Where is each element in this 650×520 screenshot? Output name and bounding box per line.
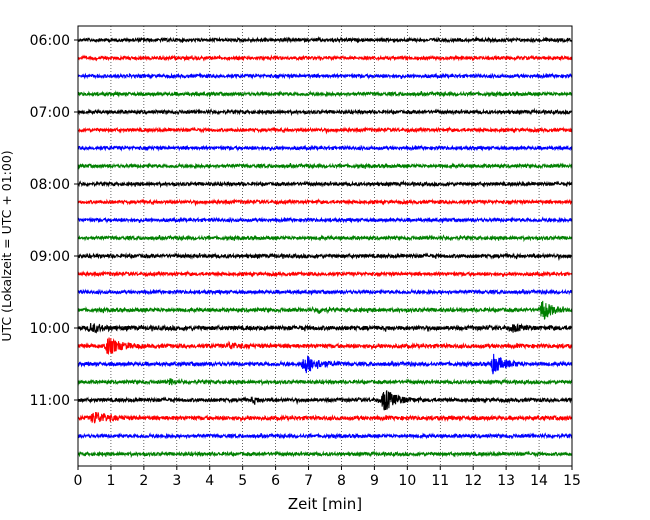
x-tick-label: 0 <box>74 473 83 489</box>
trace-line-0645 <box>77 90 573 98</box>
trace-line-0845 <box>77 234 573 243</box>
x-tick-label: 7 <box>304 473 313 489</box>
x-tick-label: 1 <box>106 473 115 489</box>
x-tick-label: 2 <box>139 473 148 489</box>
trace-line-1130 <box>77 432 573 440</box>
trace-line-0900 <box>77 252 573 262</box>
trace-line-0715 <box>77 126 573 135</box>
x-tick-label: 8 <box>337 473 346 489</box>
trace-line-0745 <box>77 162 573 170</box>
y-axis-label: UTC (Lokalzeit = UTC + 01:00) <box>0 150 14 341</box>
trace-line-0730 <box>77 144 573 152</box>
x-tick-label: 15 <box>563 473 581 489</box>
y-tick-label: 10:00 <box>30 321 70 337</box>
x-axis-label: Zeit [min] <box>288 495 362 513</box>
x-tick-label: 3 <box>172 473 181 489</box>
x-tick-label: 11 <box>431 473 449 489</box>
y-tick-label: 06:00 <box>30 33 70 49</box>
trace-line-1015 <box>77 337 573 355</box>
x-tick-label: 14 <box>530 473 548 489</box>
trace-line-0830 <box>77 216 573 224</box>
trace-line-1115 <box>77 411 573 424</box>
trace-line-0630 <box>77 72 573 80</box>
x-axis-ticks: 0 1 2 3 4 5 6 7 8 9 10 11 12 13 14 15 <box>74 466 581 489</box>
y-tick-label: 09:00 <box>30 249 70 265</box>
plot-area <box>78 26 572 466</box>
trace-line-0615 <box>77 54 573 62</box>
y-tick-label: 07:00 <box>30 105 70 121</box>
x-tick-label: 12 <box>464 473 482 489</box>
x-tick-label: 13 <box>497 473 515 489</box>
x-tick-label: 9 <box>370 473 379 489</box>
y-tick-label: 08:00 <box>30 177 70 193</box>
y-axis-ticks: 06:00 07:00 08:00 09:00 10:00 11:00 <box>30 33 78 409</box>
trace-line-0915 <box>77 270 573 278</box>
y-tick-label: 11:00 <box>30 393 70 409</box>
x-tick-label: 4 <box>205 473 214 489</box>
trace-group <box>77 35 573 459</box>
trace-line-0930 <box>77 288 573 296</box>
trace-line-0800 <box>77 179 573 189</box>
trace-line-1145 <box>77 449 573 459</box>
trace-line-1100 <box>77 390 573 411</box>
trace-line-1000 <box>77 322 573 334</box>
trace-line-1045 <box>77 377 573 387</box>
trace-line-1030 <box>77 353 573 375</box>
trace-line-0945 <box>77 300 573 320</box>
x-tick-label: 10 <box>398 473 416 489</box>
trace-line-0600 <box>77 35 573 44</box>
grid-lines <box>110 26 540 466</box>
x-tick-label: 6 <box>271 473 280 489</box>
x-tick-label: 5 <box>238 473 247 489</box>
trace-line-0700 <box>77 107 573 117</box>
trace-line-0815 <box>77 198 573 207</box>
plot-frame <box>77 25 573 467</box>
